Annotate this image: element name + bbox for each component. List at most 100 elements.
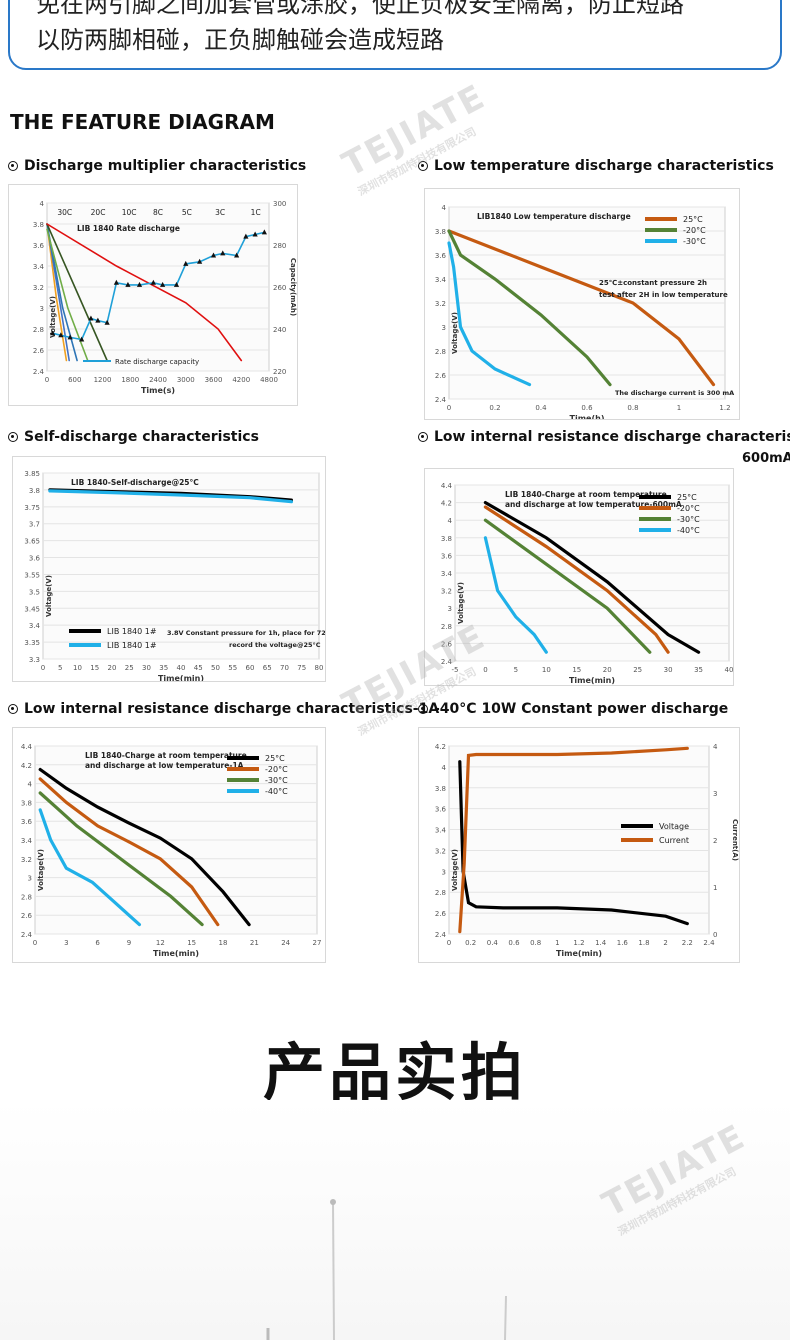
y-tick-label: 3.6 <box>435 252 447 260</box>
chart-inner-title-line: and discharge at low temperature-1A <box>85 761 244 770</box>
chart-inner-title: LIB 1840-Charge at room temperature and d… <box>505 490 682 509</box>
series-line-current <box>458 746 689 934</box>
y-tick-label: 2.4 <box>21 931 33 939</box>
x-axis-label: Time(min) <box>158 674 204 681</box>
y-tick-label: 3.8 <box>21 799 32 807</box>
y2-tick-label: 0 <box>713 931 717 939</box>
series-line-40c <box>483 536 548 654</box>
y-tick-label: 4.2 <box>441 500 452 508</box>
series-line-voltage <box>458 760 689 926</box>
chart-title-self-discharge: Self-discharge characteristics <box>8 429 259 445</box>
y2-tick-label: 3 <box>713 790 717 798</box>
series-line-30c <box>46 223 68 362</box>
y-tick-label: 3.4 <box>441 570 453 578</box>
y-axis-label: Voltage(V) <box>451 312 459 354</box>
y-tick-label: 4 <box>442 764 447 772</box>
x-axis-label: Time(min) <box>153 949 199 958</box>
chart-svg: 2.4 2.6 2.8 3 3.2 3.4 3.6 3.8 4 4.2 4.4 -5 0 5 10 15 20 2… <box>441 482 733 685</box>
y2-tick-label: 220 <box>273 368 286 376</box>
data-point-marker <box>160 281 166 287</box>
legend-label: -30°C <box>683 237 706 246</box>
y-tick-label: 4 <box>442 204 447 212</box>
data-point-marker <box>104 319 110 325</box>
data-point-marker <box>88 315 94 321</box>
chart-svg: 2.4 2.6 2.8 3 3.2 3.4 3.6 3.8 4 4.2 0 0.2 0.4 0.6 0.8 1… <box>435 743 739 958</box>
y-tick-label: 4.2 <box>21 762 32 770</box>
y-tick-label: 4.4 <box>441 482 453 490</box>
data-point-marker <box>197 258 203 264</box>
x-tick-label: 2 <box>663 939 667 947</box>
y-tick-label: 3.8 <box>441 535 452 543</box>
y-tick-label: 3.8 <box>29 487 40 495</box>
legend-label: 25°C <box>683 215 703 224</box>
data-point-marker <box>243 233 249 239</box>
y-tick-label: 3.55 <box>24 571 40 579</box>
x-tick-label: 3600 <box>205 376 223 384</box>
rate-label: 8C <box>153 208 163 217</box>
legend-label: Rate discharge capacity <box>115 358 199 366</box>
y-tick-label: 3.75 <box>24 504 40 512</box>
bullet-icon <box>418 704 428 714</box>
chart-panel-minus40-10w: 2.4 2.6 2.8 3 3.2 3.4 3.6 3.8 4 4.2 0 0.2 0.4 0.6 0.8 1… <box>418 727 740 963</box>
chart-svg: 3.3 3.35 3.4 3.45 3.5 3.55 3.6 3.65 3.7 3.75 3.8 3.… <box>24 470 325 681</box>
x-tick-label: 6 <box>95 939 100 947</box>
y-tick-label: 2.8 <box>33 326 44 334</box>
plot-area <box>42 472 320 660</box>
y2-tick-label: 280 <box>273 242 286 250</box>
chart-title-text: Low temperature discharge characteristic… <box>434 158 774 174</box>
data-point-marker <box>113 279 119 285</box>
series-line-5c <box>46 223 108 362</box>
series-line-20c <box>483 505 670 654</box>
data-point-marker <box>125 281 131 287</box>
x-tick-label: 5 <box>58 664 62 672</box>
plot-area <box>448 745 710 935</box>
y-tick-label: 2.4 <box>435 931 447 939</box>
x-tick-label: 35 <box>159 664 168 672</box>
y-tick-label: 2.4 <box>33 368 45 376</box>
x-tick-label: 600 <box>68 376 81 384</box>
x-tick-label: 1.8 <box>638 939 649 947</box>
x-tick-label: 0.8 <box>530 939 541 947</box>
legend-label: 25°C <box>677 493 697 502</box>
y-axis-label: Voltage(V) <box>37 849 45 891</box>
y-tick-label: 4 <box>448 517 453 525</box>
x-tick-label: 12 <box>156 939 165 947</box>
x-tick-label: 1200 <box>94 376 112 384</box>
y2-tick-label: 300 <box>273 200 286 208</box>
x-tick-label: 25 <box>125 664 134 672</box>
chart-title-low-ir-1a: Low internal resistance discharge charac… <box>8 701 439 717</box>
series-line-8c <box>46 228 89 362</box>
x-tick-label: 3000 <box>177 376 195 384</box>
x-tick-label: 65 <box>263 664 272 672</box>
y-tick-label: 3.4 <box>435 827 447 835</box>
data-point-marker <box>183 260 189 266</box>
legend-label: -20°C <box>265 765 288 774</box>
y-tick-label: 3 <box>442 324 446 332</box>
y-tick-label: 3.6 <box>29 555 41 563</box>
rate-label: 5C <box>182 208 192 217</box>
chart-svg: 2.4 2.6 2.8 3 3.2 3.4 3.6 3.8 4 0 0.2 0.4 0.6 0.8 1 1.2… <box>435 204 734 419</box>
y-axis-label: Voltage(V) <box>49 296 57 338</box>
chart-title-text: Self-discharge characteristics <box>24 429 259 445</box>
series-line-25c <box>483 501 701 654</box>
chart-title-600ma-suffix: 600mA <box>742 451 790 466</box>
x-tick-label: 4800 <box>260 376 278 384</box>
bullet-icon <box>8 161 18 171</box>
x-tick-label: 0 <box>447 939 451 947</box>
x-tick-label: 0.6 <box>581 404 593 412</box>
y-tick-label: 3.8 <box>435 228 446 236</box>
data-point-marker <box>136 281 143 287</box>
x-tick-label: 4200 <box>232 376 250 384</box>
series-line-1c <box>46 223 243 362</box>
data-point-marker <box>58 332 64 338</box>
y-tick-label: 3.6 <box>33 242 45 250</box>
x-tick-label: 0.4 <box>487 939 499 947</box>
chart-inner-title-line: and discharge at low temperature-600mA <box>505 500 682 509</box>
legend-label: Current <box>659 836 689 845</box>
x-tick-label: 0 <box>41 664 45 672</box>
x-tick-label: 2.4 <box>703 939 715 947</box>
y-axis-label: Voltage(V) <box>457 582 465 624</box>
legend-label: -20°C <box>677 504 700 513</box>
legend-label: -30°C <box>677 515 700 524</box>
chart-title-low-temperature: Low temperature discharge characteristic… <box>418 158 774 174</box>
